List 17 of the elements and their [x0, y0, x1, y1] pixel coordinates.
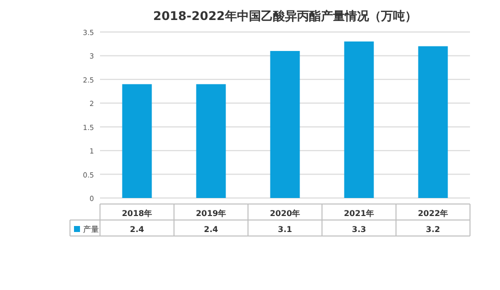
legend-label: 产量	[83, 225, 99, 234]
bar	[344, 41, 374, 198]
data-label: 3.1	[278, 225, 293, 234]
data-label: 3.3	[352, 225, 366, 234]
bar	[418, 46, 448, 198]
x-tick-label: 2018年	[122, 209, 152, 218]
data-label: 3.2	[426, 225, 440, 234]
bar	[196, 84, 226, 198]
bar	[122, 84, 152, 198]
data-label: 2.4	[204, 225, 219, 234]
x-tick-label: 2021年	[344, 209, 374, 218]
chart-title: 2018-2022年中国乙酸异丙酯产量情况（万吨）	[153, 9, 417, 23]
x-tick-label: 2019年	[196, 209, 226, 218]
bar	[270, 50, 300, 198]
data-label: 2.4	[130, 225, 145, 234]
x-tick-label: 2020年	[270, 209, 300, 218]
x-tick-label: 2022年	[418, 209, 448, 218]
